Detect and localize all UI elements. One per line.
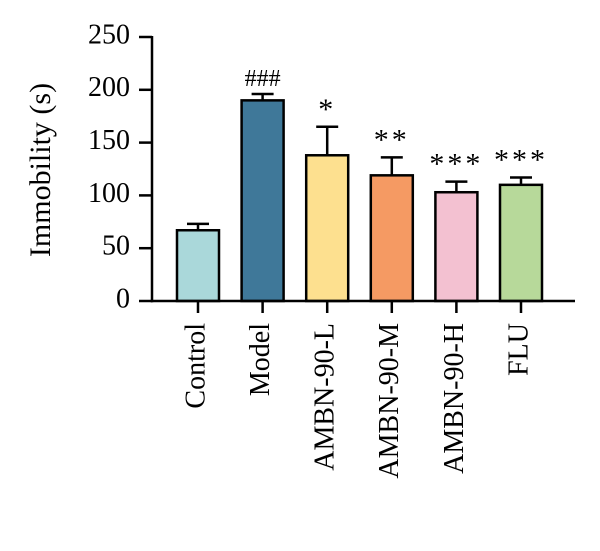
y-tick-label: 250 (88, 19, 130, 50)
x-tick-label: FLU (503, 323, 534, 376)
y-tick-label: 150 (88, 125, 130, 156)
y-tick-label: 100 (88, 178, 130, 209)
significance-label: *** (494, 143, 548, 176)
x-tick-label: Control (180, 323, 211, 409)
bar (304, 154, 350, 303)
x-tick-label: Model (245, 323, 276, 396)
bar (175, 228, 221, 303)
y-tick-label: 200 (88, 72, 130, 103)
x-tick-label: AMBN-90-M (374, 323, 405, 479)
significance-label: * (318, 93, 336, 126)
y-axis-label: Immobility (s) (24, 83, 57, 257)
bar (240, 99, 285, 303)
x-tick-label: AMBN-90-H (439, 323, 470, 474)
bar (434, 190, 479, 303)
significance-label: ** (374, 123, 410, 156)
axes-layer: Control Model AMBN-90-L AMBN-90-M AMBN-90-H F… (88, 19, 575, 479)
y-tick-label: 0 (116, 283, 130, 314)
bar (369, 174, 415, 303)
significance-label: *** (429, 148, 483, 181)
bar (498, 183, 544, 303)
x-tick-label: AMBN-90-L (310, 323, 341, 471)
bars-layer: ###****** *** (175, 66, 548, 303)
significance-label: ### (245, 66, 281, 92)
y-tick-label: 50 (102, 231, 130, 262)
